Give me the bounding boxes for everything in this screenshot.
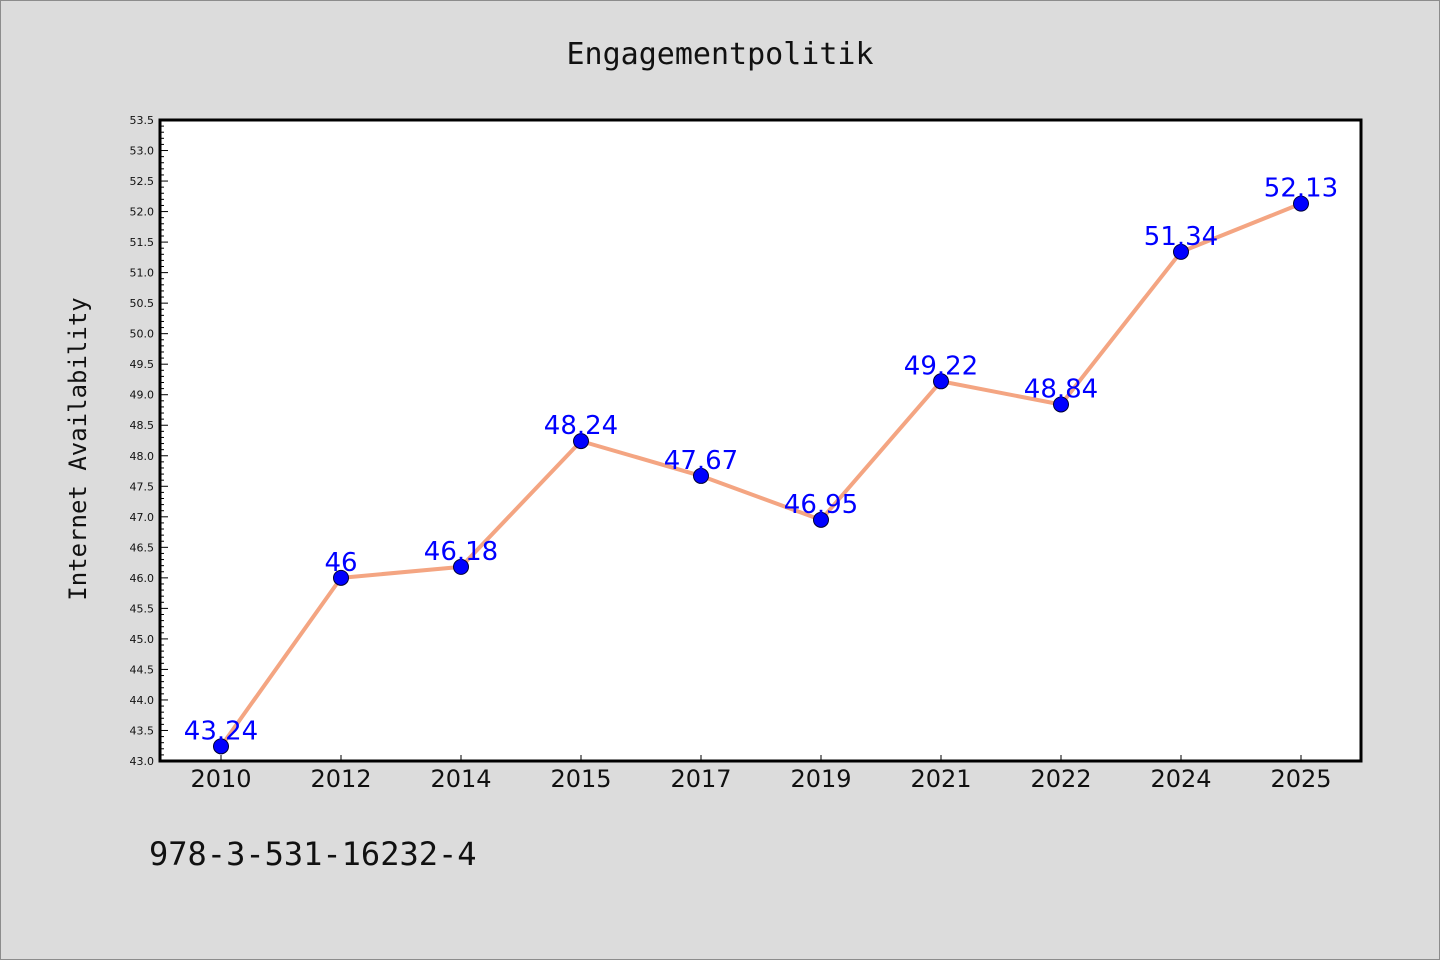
data-point[interactable]	[813, 511, 829, 528]
y-tick-label: 53.0	[130, 145, 155, 158]
x-tick-label: 2019	[790, 765, 851, 793]
x-tick-label: 2022	[1030, 765, 1091, 793]
y-tick-label: 53.5	[130, 114, 155, 127]
data-point[interactable]	[333, 569, 349, 586]
y-tick-label: 46.0	[130, 572, 155, 585]
plot-area	[158, 118, 1363, 763]
y-tick-label: 47.0	[130, 511, 155, 524]
y-axis-label: Internet Availability	[64, 297, 92, 600]
y-tick-label: 52.0	[130, 206, 155, 219]
data-label: 49.22	[904, 351, 978, 381]
x-tick-label: 2017	[670, 765, 731, 793]
y-tick-label: 48.5	[130, 419, 155, 432]
footer-isbn: 978-3-531-16232-4	[149, 835, 477, 873]
y-tick-label: 47.5	[130, 480, 155, 493]
data-labels: 43.24 46 46.18 48.24 47.67 46.95 49.22 48.84 51.…	[184, 174, 1338, 747]
data-label: 51.34	[1144, 222, 1218, 252]
x-axis-ticks: 2010 2012 2014 2015 2017 2019 2021 2022 2024 2025	[190, 755, 1332, 793]
data-label: 43.24	[184, 716, 258, 746]
data-point[interactable]	[453, 558, 469, 575]
y-tick-label: 44.5	[130, 663, 155, 676]
chart-title: Engagementpolitik	[566, 37, 873, 72]
y-tick-label: 49.0	[130, 389, 155, 402]
x-tick-label: 2021	[910, 765, 971, 793]
x-tick-label: 2024	[1150, 765, 1211, 793]
data-point[interactable]	[933, 373, 949, 390]
y-tick-label: 43.5	[130, 724, 155, 737]
y-axis-ticks: 43.0 43.5 44.0 44.5 45.0 45.5 46.0 46.5 47.0 47.5…	[130, 114, 168, 768]
y-tick-label: 50.5	[130, 297, 155, 310]
x-tick-label: 2025	[1270, 765, 1331, 793]
x-tick-label: 2015	[550, 765, 611, 793]
x-tick-label: 2014	[430, 765, 491, 793]
y-tick-label: 44.0	[130, 694, 155, 707]
data-point[interactable]	[1053, 396, 1069, 413]
data-point[interactable]	[213, 738, 229, 755]
y-tick-label: 48.0	[130, 450, 155, 463]
y-tick-label: 45.5	[130, 602, 155, 615]
y-tick-label: 51.5	[130, 236, 155, 249]
y-tick-label: 43.0	[130, 755, 155, 768]
data-label: 48.84	[1024, 374, 1098, 404]
data-label: 52.13	[1264, 174, 1338, 204]
series-layer	[213, 195, 1309, 755]
x-tick-label: 2012	[310, 765, 371, 793]
y-tick-label: 51.0	[130, 267, 155, 280]
data-point[interactable]	[573, 433, 589, 450]
data-label: 46.95	[784, 490, 858, 520]
data-label: 46.18	[424, 537, 498, 567]
y-tick-label: 49.5	[130, 358, 155, 371]
data-label: 48.24	[544, 411, 618, 441]
x-tick-label: 2010	[190, 765, 251, 793]
y-tick-label: 46.5	[130, 541, 155, 554]
series-line	[219, 201, 1302, 748]
y-tick-label: 52.5	[130, 175, 155, 188]
y-tick-label: 45.0	[130, 633, 155, 646]
data-point[interactable]	[1173, 243, 1189, 260]
data-point[interactable]	[693, 467, 709, 484]
data-label: 47.67	[664, 446, 738, 476]
y-tick-label: 50.0	[130, 328, 155, 341]
data-label: 46	[324, 548, 357, 578]
data-point[interactable]	[1293, 195, 1309, 212]
